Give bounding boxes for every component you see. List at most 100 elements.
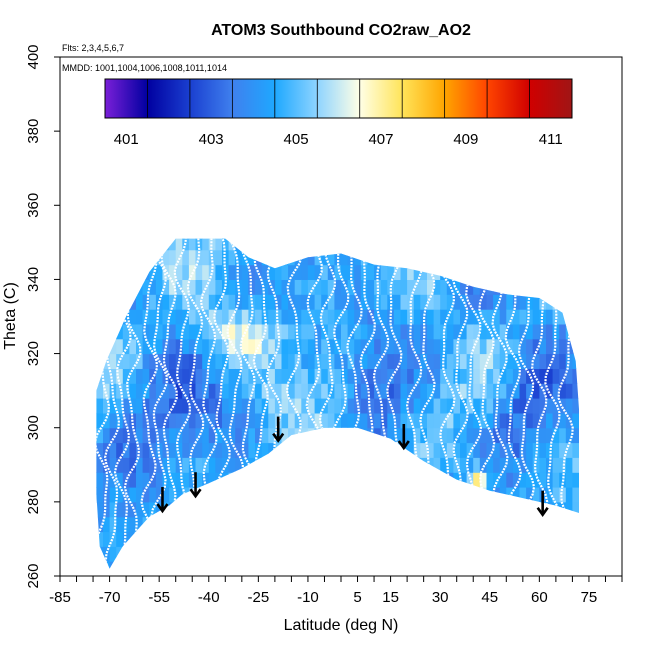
heatmap-cell xyxy=(109,412,117,429)
heatmap-cell xyxy=(149,487,157,503)
heatmap-cell xyxy=(169,338,177,355)
heatmap-cell xyxy=(188,561,197,569)
heatmap-cell xyxy=(460,238,468,251)
heatmap-cell xyxy=(327,427,335,444)
heatmap-cell xyxy=(486,412,494,429)
heatmap-cell xyxy=(175,264,183,280)
heatmap-cell xyxy=(440,427,448,444)
heatmap-cell xyxy=(367,249,375,266)
heatmap-cell xyxy=(546,472,554,488)
heatmap-cell xyxy=(255,368,263,384)
heatmap-cell xyxy=(347,487,355,503)
heatmap-cell xyxy=(235,383,243,399)
heatmap-cell xyxy=(367,353,375,369)
heatmap-cell xyxy=(387,516,395,533)
heatmap-cell xyxy=(301,279,309,295)
heatmap-cell xyxy=(142,561,150,569)
heatmap-cell xyxy=(96,531,104,547)
heatmap-cell xyxy=(579,353,580,369)
heatmap-cell xyxy=(499,368,507,384)
heatmap-cell xyxy=(208,238,216,251)
heatmap-cell xyxy=(565,238,573,251)
heatmap-cell xyxy=(143,220,150,235)
heatmap-cell xyxy=(493,531,501,547)
heatmap-cell xyxy=(188,279,197,295)
heatmap-cell xyxy=(103,427,111,444)
heatmap-cell xyxy=(327,264,335,280)
heatmap-cell xyxy=(479,398,487,414)
heatmap-cell xyxy=(374,353,382,369)
heatmap-cell xyxy=(499,457,507,473)
heatmap-cell xyxy=(169,309,177,325)
heatmap-cell xyxy=(169,264,177,280)
heatmap-cell xyxy=(116,338,124,355)
heatmap-cell xyxy=(546,309,554,325)
heatmap-cell xyxy=(122,264,130,280)
heatmap-cell xyxy=(116,546,124,562)
heatmap-cell xyxy=(394,220,401,235)
heatmap-cell xyxy=(327,309,335,325)
heatmap-cell xyxy=(241,561,249,569)
heatmap-cell xyxy=(420,279,428,295)
heatmap-cell xyxy=(175,294,183,310)
heatmap-cell xyxy=(281,323,289,340)
heatmap-cell xyxy=(96,457,104,473)
heatmap-cell xyxy=(400,338,408,355)
heatmap-cell xyxy=(512,338,521,355)
heatmap-cell xyxy=(294,279,302,295)
heatmap-cell xyxy=(327,457,335,473)
heatmap-cell xyxy=(274,309,283,325)
heatmap-cell xyxy=(321,398,329,414)
heatmap-cell xyxy=(307,398,316,414)
heatmap-cell xyxy=(387,353,395,369)
heatmap-cell xyxy=(136,279,144,295)
heatmap-cell xyxy=(182,516,190,533)
heatmap-cell xyxy=(341,427,349,444)
heatmap-cell xyxy=(109,238,117,251)
heatmap-cell xyxy=(321,531,329,547)
heatmap-cell xyxy=(347,412,355,429)
heatmap-cell xyxy=(142,412,150,429)
heatmap-cell xyxy=(499,546,507,562)
heatmap-cell xyxy=(195,516,203,533)
heatmap-cell xyxy=(460,353,468,369)
heatmap-cell xyxy=(427,238,435,251)
heatmap-cell xyxy=(228,516,236,533)
heatmap-cell xyxy=(427,249,435,266)
heatmap-cell xyxy=(274,383,283,399)
heatmap-cell xyxy=(446,531,454,547)
heatmap-cell xyxy=(413,323,421,340)
heatmap-cell xyxy=(261,546,269,562)
heatmap-cell xyxy=(400,412,408,429)
heatmap-cell xyxy=(248,442,256,458)
heatmap-cell xyxy=(519,457,527,473)
heatmap-cell xyxy=(109,368,117,384)
heatmap-cell xyxy=(208,309,216,325)
heatmap-cell xyxy=(307,338,316,355)
heatmap-cell xyxy=(374,472,382,488)
heatmap-cell xyxy=(149,264,157,280)
heatmap-cell xyxy=(116,487,124,503)
heatmap-cell xyxy=(188,472,197,488)
heatmap-cell xyxy=(288,501,296,518)
heatmap-cell xyxy=(235,238,243,251)
heatmap-cell xyxy=(228,487,236,503)
heatmap-cell xyxy=(294,398,302,414)
heatmap-cell xyxy=(367,531,375,547)
heatmap-cell xyxy=(274,294,283,310)
heatmap-cell xyxy=(248,238,256,251)
heatmap-cell xyxy=(288,531,296,547)
colorbar-tick-label: 407 xyxy=(368,131,393,148)
heatmap-cell xyxy=(235,309,243,325)
heatmap-cell xyxy=(321,220,328,235)
heatmap-cell xyxy=(248,353,256,369)
heatmap-cell xyxy=(228,561,236,569)
heatmap-cell xyxy=(354,264,362,280)
heatmap-cell xyxy=(433,546,441,562)
heatmap-cell xyxy=(182,472,190,488)
heatmap-cell xyxy=(466,487,474,503)
heatmap-cell xyxy=(512,309,521,325)
heatmap-cell xyxy=(440,309,448,325)
heatmap-cell xyxy=(235,531,243,547)
heatmap-cell xyxy=(149,531,157,547)
